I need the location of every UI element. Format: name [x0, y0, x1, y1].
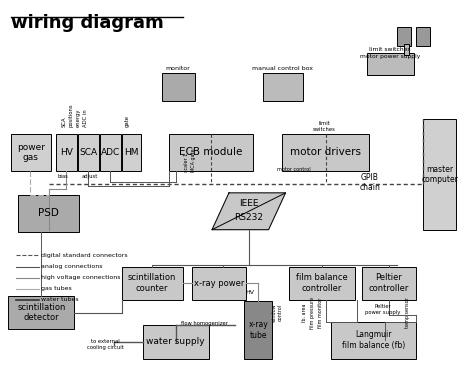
- Text: scintillation
counter: scintillation counter: [128, 273, 176, 293]
- Bar: [78, 134, 99, 171]
- Bar: [397, 27, 411, 46]
- Text: monitor: monitor: [166, 66, 191, 71]
- Text: manual control box: manual control box: [252, 66, 313, 71]
- Bar: [121, 266, 183, 300]
- Text: MCA gate: MCA gate: [191, 148, 196, 171]
- Text: master
computer: master computer: [421, 165, 458, 184]
- Text: high voltage connections: high voltage connections: [41, 275, 121, 280]
- Text: film balance
controller: film balance controller: [296, 273, 348, 293]
- Text: motor control: motor control: [277, 167, 310, 171]
- Text: ECB module: ECB module: [179, 147, 243, 157]
- Text: SCA: SCA: [62, 117, 66, 127]
- Text: lb. area: lb. area: [302, 303, 307, 322]
- Text: x-ray
tube: x-ray tube: [248, 320, 268, 340]
- Text: IEEE: IEEE: [239, 199, 258, 208]
- Text: wiring diagram: wiring diagram: [11, 14, 164, 32]
- Bar: [143, 325, 209, 358]
- Text: HV: HV: [246, 290, 255, 295]
- Text: gate: gate: [125, 115, 130, 127]
- Bar: [362, 266, 416, 300]
- Bar: [289, 266, 355, 300]
- Bar: [100, 134, 121, 171]
- Bar: [11, 134, 51, 171]
- Text: flow homogenizer: flow homogenizer: [182, 321, 228, 326]
- Text: motor drivers: motor drivers: [290, 147, 361, 157]
- Text: film pressure: film pressure: [310, 296, 315, 329]
- Text: to external
cooling circuit: to external cooling circuit: [87, 339, 124, 350]
- Text: power
gas: power gas: [17, 143, 45, 162]
- Bar: [169, 134, 254, 171]
- Bar: [55, 134, 77, 171]
- Bar: [416, 27, 430, 46]
- Bar: [282, 134, 369, 171]
- Text: limit switches: limit switches: [369, 47, 411, 52]
- Text: RS232: RS232: [234, 213, 263, 222]
- Text: Peltier
power supply: Peltier power supply: [365, 304, 401, 315]
- Text: motor power supply: motor power supply: [360, 54, 420, 59]
- Text: bias: bias: [57, 174, 68, 180]
- Text: HM: HM: [124, 148, 139, 157]
- Text: gas tubes: gas tubes: [41, 286, 72, 291]
- Bar: [423, 119, 456, 230]
- Bar: [404, 44, 409, 55]
- Bar: [122, 134, 141, 171]
- Text: ADC in: ADC in: [83, 109, 88, 127]
- Text: analog connections: analog connections: [41, 264, 103, 269]
- Text: Peltier
controller: Peltier controller: [369, 273, 409, 293]
- Text: HV: HV: [60, 148, 73, 157]
- Text: x-ray power: x-ray power: [194, 279, 245, 288]
- Text: temp sensor: temp sensor: [405, 297, 410, 328]
- Text: scaler 1: scaler 1: [183, 152, 189, 171]
- Bar: [192, 266, 246, 300]
- Bar: [162, 73, 195, 101]
- Text: positions: positions: [69, 104, 73, 127]
- Text: window
control: window control: [272, 303, 283, 322]
- Bar: [9, 296, 74, 329]
- Text: PSD: PSD: [38, 208, 59, 218]
- Bar: [366, 53, 414, 75]
- Bar: [244, 302, 273, 358]
- Text: water supply: water supply: [146, 338, 205, 347]
- Text: Langmuir
film balance (fb): Langmuir film balance (fb): [342, 331, 405, 350]
- Text: film monitor: film monitor: [318, 297, 323, 328]
- Text: digital standard connectors: digital standard connectors: [41, 253, 128, 258]
- Text: SCA: SCA: [79, 148, 97, 157]
- Text: GPIB
chain: GPIB chain: [359, 173, 381, 192]
- Text: water tubes: water tubes: [41, 297, 79, 302]
- Bar: [331, 322, 416, 358]
- Polygon shape: [212, 193, 285, 230]
- Text: limit
switches: limit switches: [313, 121, 336, 132]
- Text: ADC: ADC: [101, 148, 120, 157]
- Bar: [18, 195, 79, 232]
- Text: energy: energy: [76, 109, 81, 127]
- Text: scintillation
detector: scintillation detector: [17, 303, 65, 322]
- Text: adjust: adjust: [82, 174, 98, 180]
- Bar: [263, 73, 303, 101]
